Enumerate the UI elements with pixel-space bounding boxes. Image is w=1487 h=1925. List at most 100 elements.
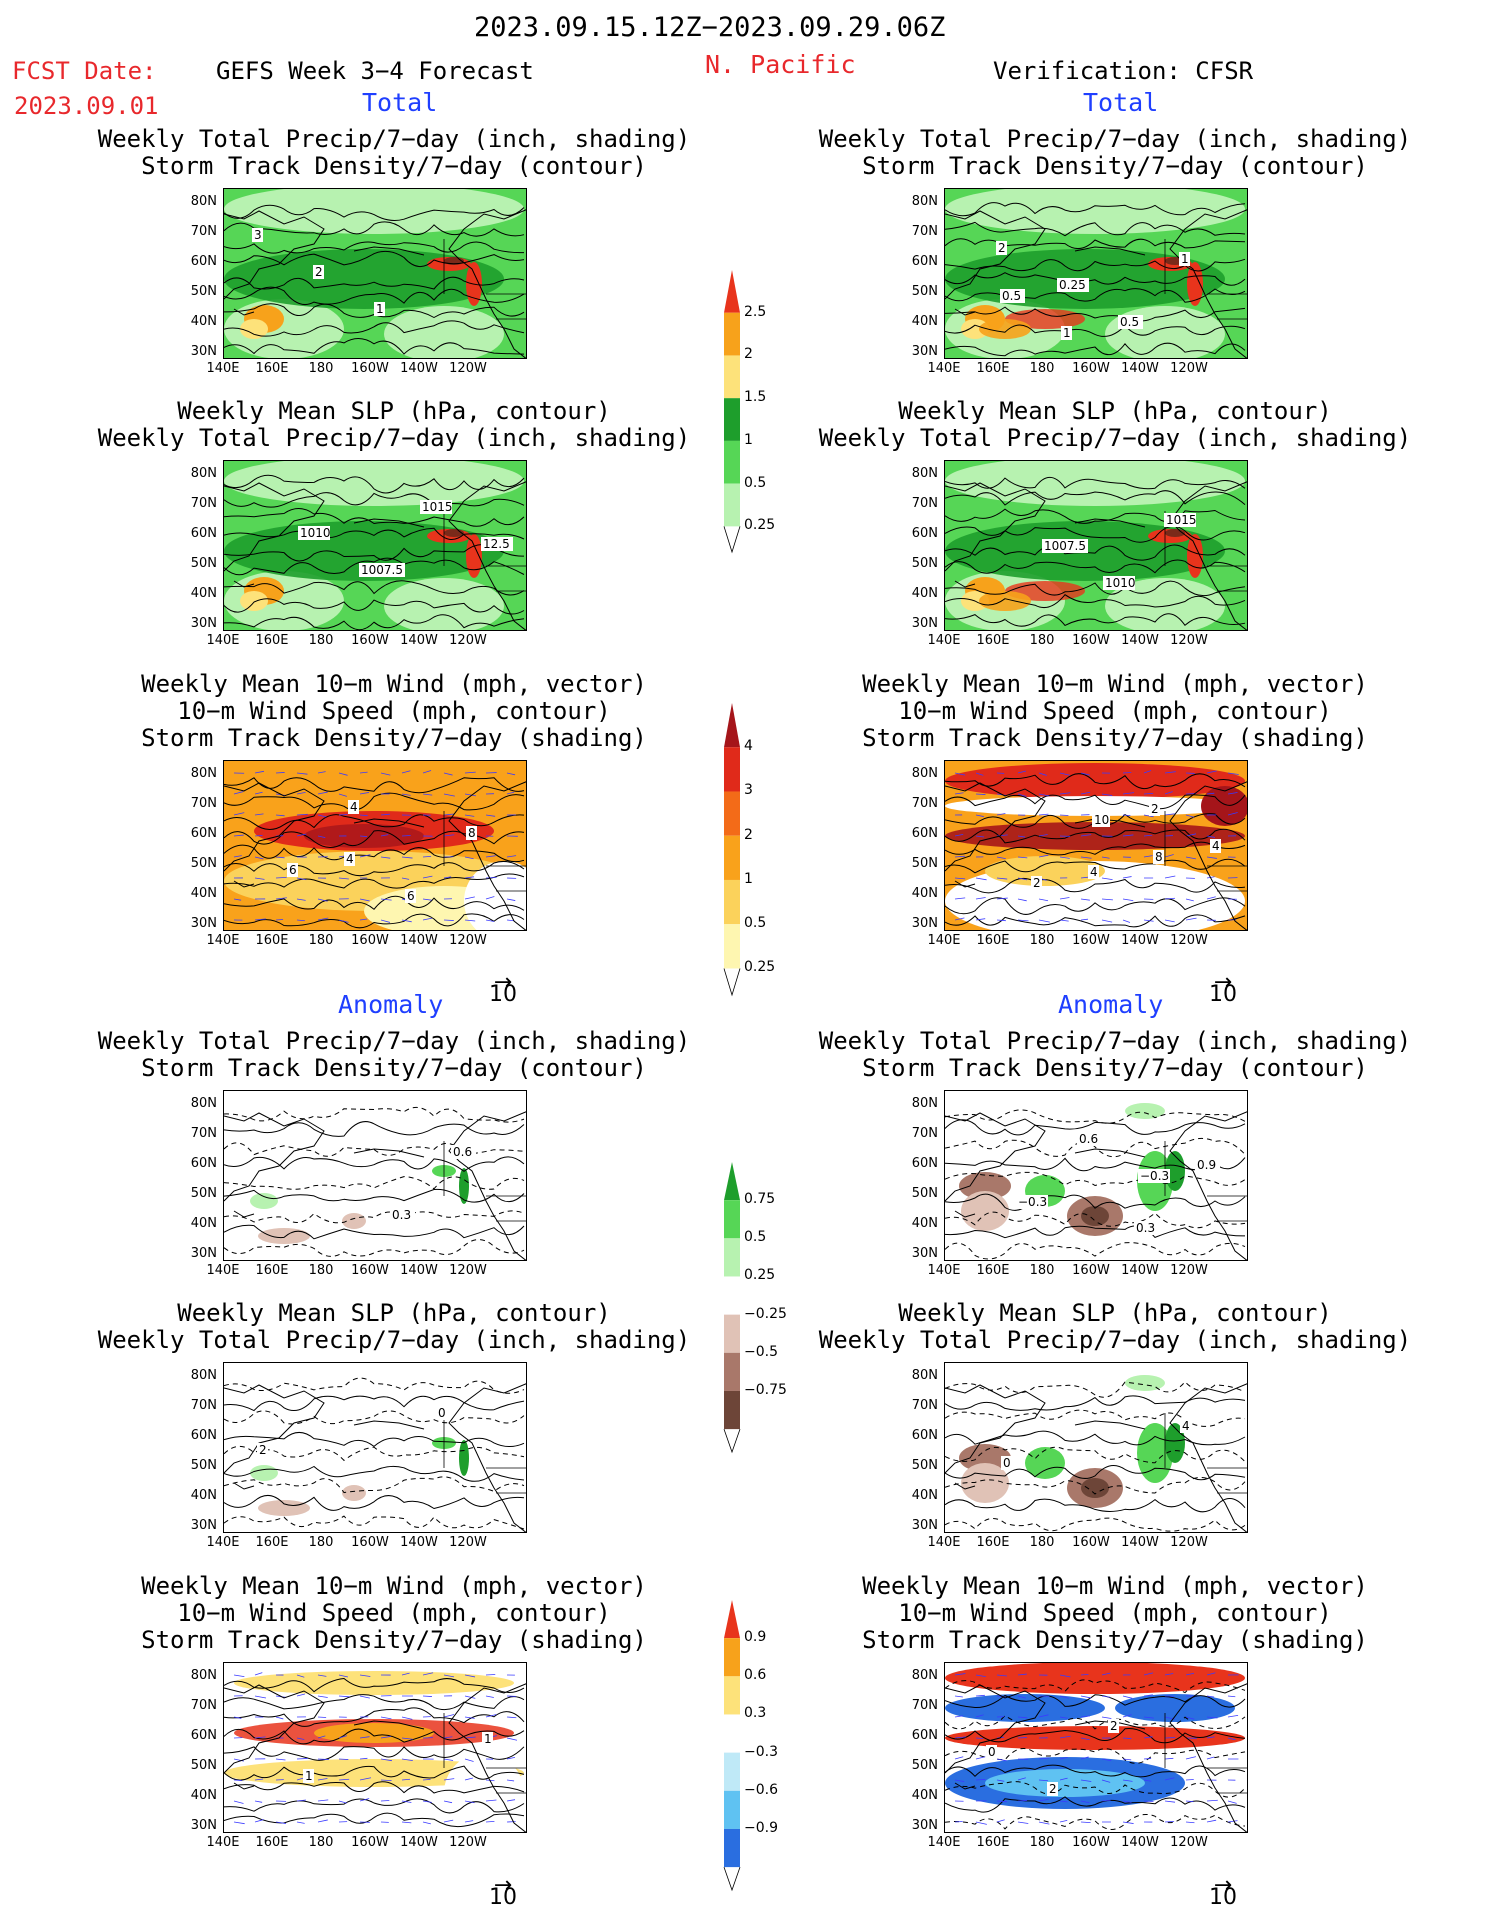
contour-line (224, 250, 525, 268)
lat-label: 50N (911, 1458, 938, 1473)
contour-line (945, 559, 1246, 574)
wind-vector (1059, 1674, 1071, 1678)
wind-vector (296, 1799, 306, 1802)
contour-line (945, 342, 1246, 357)
colorbar-label: −0.9 (744, 1819, 778, 1836)
contour-label: 6 (407, 889, 415, 903)
colorbar-label: 3 (744, 782, 753, 799)
coastline (1074, 1420, 1146, 1430)
colorbar-label: 0.25 (744, 517, 776, 534)
contour-line (224, 508, 525, 527)
wind-vector (506, 1779, 515, 1782)
lon-label: 140W (400, 1263, 438, 1278)
wind-vector (1206, 1672, 1216, 1676)
colorbar-segment (724, 355, 740, 399)
lat-label: 30N (190, 1818, 217, 1833)
contour-label-bg (359, 563, 405, 577)
coastline (224, 1384, 325, 1474)
shading-blob (945, 189, 1245, 234)
wind-vector (1122, 834, 1134, 837)
contour-line (945, 508, 1246, 524)
colorbar-segment (724, 1790, 740, 1829)
contour-label: 1007.5 (361, 563, 403, 577)
shading-blob (240, 591, 268, 611)
lat-label: 40N (911, 1216, 938, 1231)
wind-vector (1038, 1757, 1050, 1760)
lat-label: 60N (911, 1728, 938, 1743)
contour-label-bg (420, 500, 452, 514)
wind-vector (1143, 855, 1153, 858)
model-title: GEFS Week 3−4 Forecast (216, 57, 534, 85)
shading-blob (1187, 534, 1203, 578)
shading-blob (1201, 786, 1247, 826)
wind-vector (359, 1757, 368, 1760)
wind-vector (1038, 854, 1049, 858)
wind-vector (317, 1778, 328, 1781)
anomaly-right-label: Anomaly (1058, 990, 1164, 1019)
shading-blob (1125, 1375, 1165, 1391)
shading-blob (224, 189, 524, 234)
coastline (233, 308, 255, 316)
wind-vector (1101, 1716, 1112, 1719)
wind-vector (975, 1674, 986, 1678)
shading-blob (1137, 1423, 1173, 1483)
vector-ref-right-top: → (1213, 970, 1233, 995)
colorbar-label: 0.3 (744, 1705, 767, 1722)
colorbar-label: 2 (744, 826, 753, 843)
shading-blob (234, 1671, 514, 1695)
coastline (233, 880, 255, 888)
wind-vector (254, 1672, 263, 1676)
wind-vector (1185, 833, 1197, 837)
colorbar-label: 0.6 (744, 1667, 767, 1684)
wind-vector (338, 1674, 349, 1678)
wind-vector (1080, 1695, 1092, 1699)
wind-vector (1017, 1800, 1028, 1802)
contour-line (224, 1142, 525, 1157)
contour-line (224, 338, 525, 355)
lon-label: 160W (1072, 1263, 1110, 1278)
wind-vector (380, 1736, 391, 1739)
wind-vector (464, 1736, 476, 1739)
lon-label: 160W (1072, 1835, 1110, 1850)
lat-label: 30N (190, 344, 217, 359)
shading-blob (945, 1694, 1105, 1722)
contour-label: 8 (1155, 850, 1163, 864)
lat-label: 30N (190, 1518, 217, 1533)
vector-ref-left-bottom: → (493, 1873, 513, 1898)
colorbar-label: 1 (744, 431, 753, 448)
contour-line (224, 1377, 525, 1394)
contour-label-bg (466, 826, 477, 840)
wind-vector (1059, 1735, 1071, 1739)
coastline (448, 209, 526, 358)
contour-line (945, 476, 1246, 490)
contour-line (945, 288, 1246, 303)
wind-vector (1122, 1737, 1132, 1740)
wind-vector (996, 877, 1008, 880)
contour-line (224, 1239, 525, 1257)
wind-vector (296, 919, 305, 922)
lon-label: 180 (1029, 1835, 1055, 1850)
map-p6: 4 2 4 2 10 8 (944, 760, 1248, 931)
wind-vector (954, 772, 966, 776)
lat-label: 40N (190, 1788, 217, 1803)
vector-ref-right-bottom: → (1213, 1873, 1233, 1898)
wind-vector (275, 897, 287, 900)
wind-vector (254, 877, 265, 880)
wind-vector (443, 834, 455, 837)
wind-vector (296, 898, 306, 901)
colorbar-segment (724, 1638, 740, 1677)
wind-vector (422, 898, 432, 901)
wind-vector (1206, 1799, 1218, 1802)
contour-label: 2 (998, 241, 1006, 255)
contour-line (224, 1176, 525, 1190)
contour-line (224, 1494, 525, 1511)
wind-vector (996, 1674, 1008, 1677)
vector-ref-label: 10 (489, 1885, 517, 1910)
wind-vector (380, 834, 389, 837)
wind-vector (338, 1735, 348, 1739)
lon-label: 140E (206, 361, 240, 376)
wind-vector (1038, 793, 1050, 797)
shading-blob (979, 319, 1031, 339)
coastline (224, 482, 325, 572)
